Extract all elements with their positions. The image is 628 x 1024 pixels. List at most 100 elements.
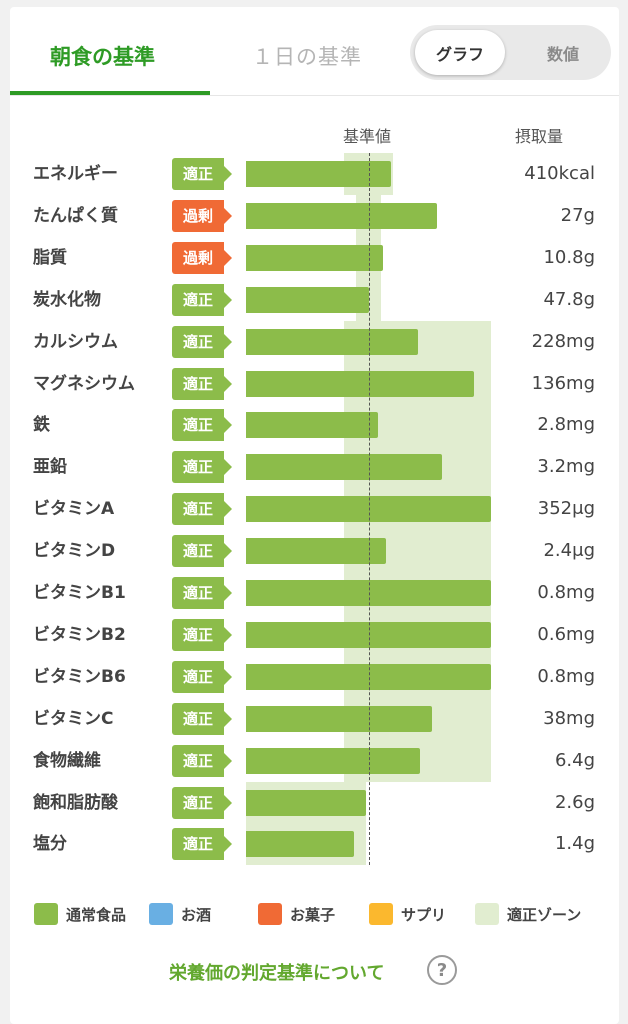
intake-amount: 6.4g	[554, 749, 595, 771]
status-badge: 適正	[172, 535, 232, 568]
nutrient-row: 脂質 過剰 10.8g	[10, 236, 619, 283]
legend: 通常食品 お酒 お菓子 サプリ 適正ゾーン	[10, 902, 619, 926]
status-badge: 適正	[172, 409, 232, 442]
nutrient-name: 飽和脂肪酸	[33, 792, 118, 813]
legend-label: 適正ゾーン	[507, 905, 582, 924]
reference-line	[369, 153, 370, 865]
status-badge: 適正	[172, 493, 232, 526]
status-badge: 適正	[172, 158, 232, 190]
status-badge: 適正	[172, 451, 232, 484]
nutrient-name: 塩分	[33, 834, 67, 855]
intake-column-header: 摂取量	[515, 127, 564, 146]
nutrient-name: ビタミンA	[33, 499, 115, 520]
tab-daily-standard[interactable]: １日の基準	[252, 45, 362, 69]
tab-breakfast-standard[interactable]: 朝食の基準	[50, 45, 155, 69]
nutrient-name: 脂質	[33, 247, 67, 268]
nutrient-name: ビタミンC	[33, 708, 114, 729]
intake-bar	[246, 454, 442, 481]
intake-bar	[246, 663, 491, 690]
status-badge: 適正	[172, 744, 232, 777]
nutrient-row: ビタミンB1 適正 0.8mg	[10, 572, 619, 618]
nutrient-row: 塩分 適正 1.4g	[10, 823, 619, 869]
intake-amount: 2.6g	[554, 791, 595, 813]
status-badge: 適正	[172, 618, 232, 651]
intake-bar	[246, 747, 420, 774]
nutrient-name: ビタミンD	[33, 541, 116, 562]
nutrient-row: ビタミンB2 適正 0.6mg	[10, 613, 619, 660]
graph-toggle-button[interactable]: グラフ	[415, 30, 505, 75]
legend-swatch	[258, 903, 282, 925]
nutrient-row: ビタミンC 適正 38mg	[10, 697, 619, 744]
status-badge: 適正	[172, 786, 232, 819]
nutrient-row: たんぱく質 過剰 27g	[10, 194, 619, 241]
intake-bar	[246, 370, 474, 397]
nutrient-name: ビタミンB1	[33, 583, 126, 603]
nutrient-row: 炭水化物 適正 47.8g	[10, 278, 619, 325]
intake-bar	[246, 705, 433, 732]
intake-amount: 0.8mg	[537, 665, 595, 687]
criteria-link[interactable]: 栄養価の判定基準について	[169, 963, 385, 984]
intake-amount: 2.8mg	[537, 414, 595, 436]
intake-amount: 47.8g	[543, 288, 595, 310]
legend-item: 適正ゾーン	[475, 902, 581, 926]
intake-bar	[246, 412, 379, 439]
intake-bar	[246, 831, 354, 858]
intake-amount: 410kcal	[524, 163, 595, 184]
nutrient-row: ビタミンD 適正 2.4μg	[10, 530, 619, 576]
status-badge: 適正	[172, 702, 232, 735]
intake-bar	[246, 580, 491, 606]
intake-bar	[246, 202, 438, 229]
intake-amount: 38mg	[543, 707, 595, 729]
legend-swatch	[369, 903, 393, 925]
legend-label: 通常食品	[66, 905, 127, 924]
status-badge: 適正	[172, 283, 232, 316]
nutrient-row: 飽和脂肪酸 適正 2.6g	[10, 781, 619, 828]
nutrient-row: 食物繊維 適正 6.4g	[10, 739, 619, 786]
status-badge: 過剰	[172, 241, 232, 274]
intake-amount: 352μg	[537, 498, 595, 520]
nutrient-row: ビタミンA 適正 352μg	[10, 488, 619, 534]
intake-bar	[246, 244, 384, 271]
status-badge: 適正	[172, 325, 232, 358]
nutrient-row: 鉄 適正 2.8mg	[10, 404, 619, 450]
intake-amount: 0.8mg	[537, 582, 595, 603]
legend-item: サプリ	[369, 902, 446, 926]
nutrient-name: カルシウム	[33, 331, 118, 352]
legend-label: お菓子	[290, 905, 336, 924]
help-icon[interactable]: ?	[427, 955, 457, 985]
legend-label: サプリ	[401, 905, 447, 924]
legend-item: お酒	[149, 902, 211, 926]
status-badge: 過剰	[172, 199, 232, 232]
nutrient-row: マグネシウム 適正 136mg	[10, 362, 619, 409]
intake-amount: 27g	[560, 204, 595, 226]
nutrient-name: エネルギー	[33, 164, 118, 184]
nutrient-chart: エネルギー 適正 410kcal たんぱく質 過剰 27g 脂質 過剰 10.8g 炭水化物 適正 4…	[10, 7, 619, 1024]
numbers-toggle-button[interactable]: 数値	[546, 44, 579, 64]
nutrition-card: 朝食の基準 １日の基準 グラフ 数値 基準値 摂取量 エネルギー 適正 410kca…	[10, 7, 619, 1024]
intake-bar	[246, 621, 491, 648]
reference-column-header: 基準値	[343, 127, 392, 146]
nutrient-name: ビタミンB2	[33, 624, 126, 645]
intake-bar	[246, 538, 386, 565]
nutrient-name: 炭水化物	[33, 289, 101, 310]
nutrient-row: カルシウム 適正 228mg	[10, 320, 619, 367]
status-badge: 適正	[172, 577, 232, 609]
status-badge: 適正	[172, 828, 232, 861]
header-divider	[10, 95, 619, 96]
intake-amount: 3.2mg	[537, 456, 595, 478]
intake-bar	[246, 328, 418, 355]
intake-amount: 10.8g	[543, 246, 595, 268]
legend-item: お菓子	[258, 902, 335, 926]
nutrient-name: 鉄	[33, 415, 50, 436]
legend-swatch	[34, 903, 58, 925]
intake-amount: 0.6mg	[537, 623, 595, 645]
intake-bar	[246, 496, 491, 523]
legend-swatch	[149, 903, 173, 925]
nutrient-name: 食物繊維	[33, 750, 101, 771]
status-badge: 適正	[172, 660, 232, 693]
legend-label: お酒	[181, 905, 212, 924]
legend-swatch	[475, 903, 499, 925]
legend-item: 通常食品	[34, 902, 126, 926]
nutrient-name: たんぱく質	[33, 205, 118, 226]
intake-amount: 136mg	[531, 372, 595, 394]
